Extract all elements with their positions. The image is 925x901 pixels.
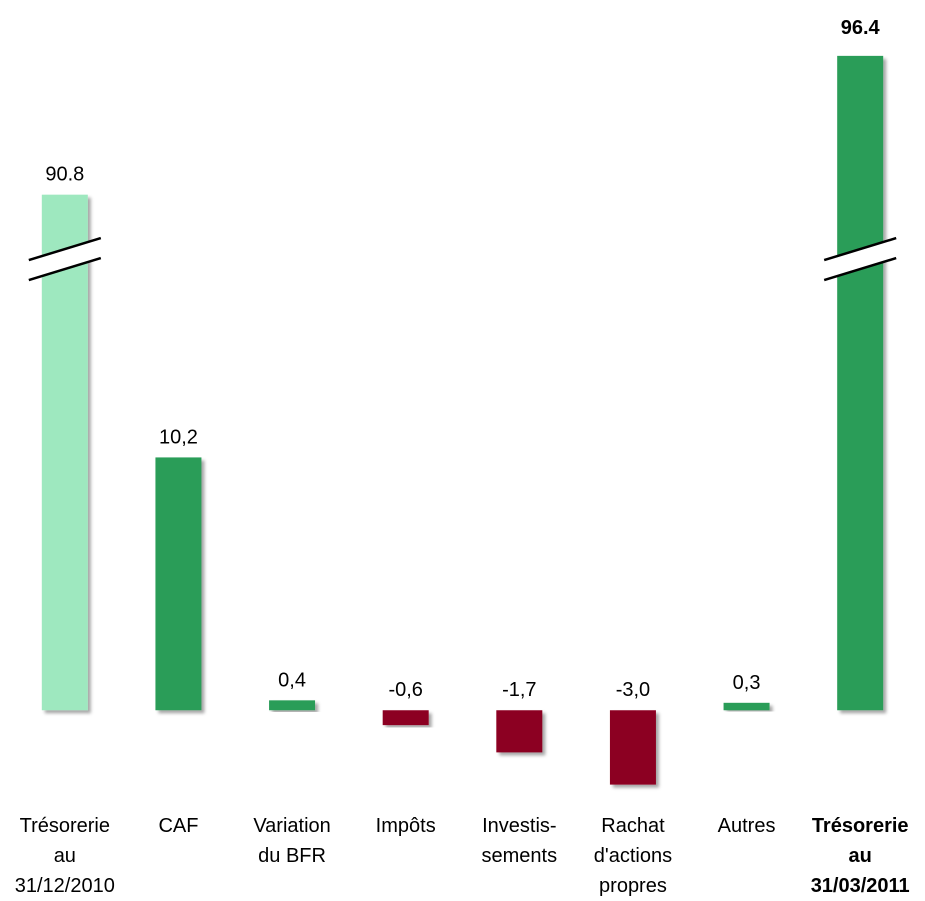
bar [41, 194, 88, 711]
axis-break [823, 236, 897, 262]
x-tick-label: Trésorerie au 31/03/2011 [811, 815, 910, 897]
x-tick-label: Impôts [376, 815, 436, 837]
bar [837, 55, 884, 711]
axis-break [823, 256, 897, 282]
value-label: 0,4 [278, 669, 306, 691]
x-tick-label: Rachat d'actions propres [594, 815, 672, 897]
x-tick-label: Autres [718, 815, 776, 837]
value-label: 0,3 [733, 672, 761, 694]
bar [382, 710, 429, 726]
x-tick-label: Investis-sements [482, 815, 558, 867]
axis-break [28, 238, 101, 281]
bar [609, 710, 656, 785]
bar [496, 710, 543, 753]
value-label: 10,2 [159, 426, 198, 448]
bar [269, 700, 316, 711]
x-tick-label: CAF [158, 815, 198, 837]
x-tick-label: Variation du BFR [253, 815, 330, 867]
axis-break [28, 256, 102, 282]
value-label: -1,7 [502, 679, 536, 701]
axis-break [28, 236, 102, 262]
bar [723, 702, 770, 711]
axis-break [824, 238, 897, 281]
bar [155, 457, 202, 711]
x-tick-label: Trésorerie au 31/12/2010 [15, 815, 115, 897]
value-label: 90.8 [45, 164, 84, 186]
value-label: -3,0 [616, 679, 650, 701]
value-label: -0,6 [388, 679, 422, 701]
value-label: 96.4 [841, 17, 881, 39]
